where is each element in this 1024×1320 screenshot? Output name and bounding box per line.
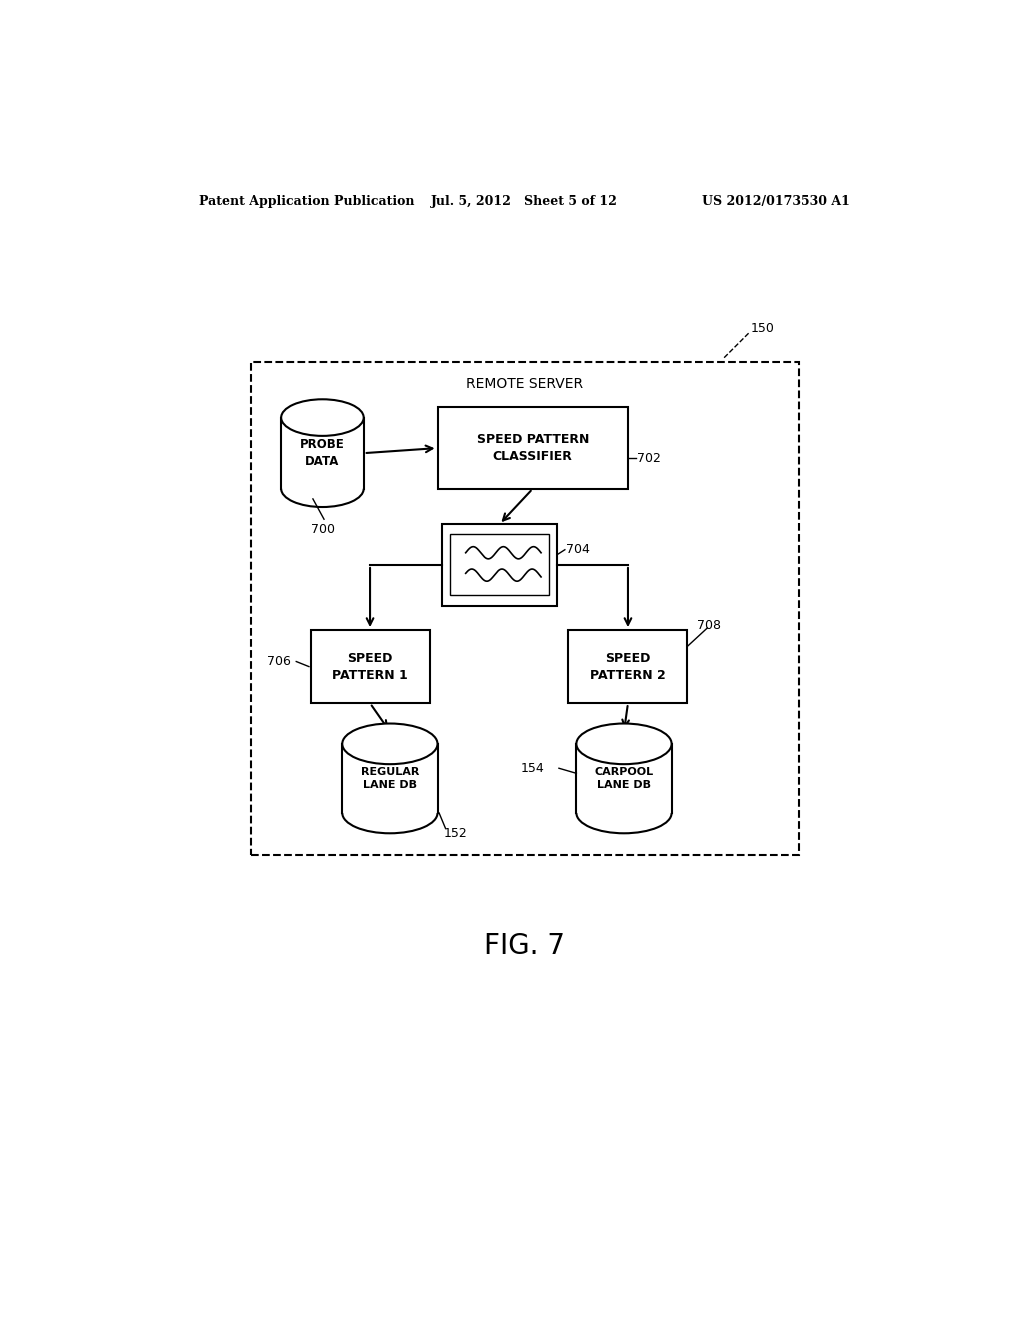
Text: FIG. 7: FIG. 7: [484, 932, 565, 960]
FancyBboxPatch shape: [437, 408, 628, 488]
Text: 708: 708: [697, 619, 721, 632]
Polygon shape: [342, 744, 437, 813]
Ellipse shape: [577, 723, 672, 764]
Text: 702: 702: [638, 451, 662, 465]
Text: SPEED
PATTERN 2: SPEED PATTERN 2: [590, 652, 666, 681]
Text: 700: 700: [310, 523, 335, 536]
Text: SPEED PATTERN
CLASSIFIER: SPEED PATTERN CLASSIFIER: [476, 433, 589, 463]
FancyBboxPatch shape: [442, 524, 557, 606]
Polygon shape: [577, 744, 672, 813]
Text: SPEED
PATTERN 1: SPEED PATTERN 1: [332, 652, 408, 681]
Text: REGULAR
LANE DB: REGULAR LANE DB: [360, 767, 419, 789]
Ellipse shape: [282, 399, 364, 436]
FancyBboxPatch shape: [568, 630, 687, 704]
FancyBboxPatch shape: [450, 535, 549, 595]
Text: REMOTE SERVER: REMOTE SERVER: [466, 378, 584, 391]
Text: Patent Application Publication: Patent Application Publication: [200, 194, 415, 207]
Text: 704: 704: [566, 544, 591, 556]
Text: PROBE
DATA: PROBE DATA: [300, 438, 345, 469]
Polygon shape: [577, 744, 672, 813]
Polygon shape: [282, 417, 364, 488]
Text: US 2012/0173530 A1: US 2012/0173530 A1: [702, 194, 850, 207]
Text: 154: 154: [521, 762, 545, 775]
FancyBboxPatch shape: [310, 630, 430, 704]
Text: CARPOOL
LANE DB: CARPOOL LANE DB: [595, 767, 653, 789]
Polygon shape: [342, 744, 437, 813]
Ellipse shape: [342, 723, 437, 764]
Text: Jul. 5, 2012   Sheet 5 of 12: Jul. 5, 2012 Sheet 5 of 12: [431, 194, 618, 207]
Text: 152: 152: [443, 826, 468, 840]
Text: 706: 706: [267, 655, 291, 668]
Polygon shape: [282, 417, 364, 488]
Text: 150: 150: [751, 322, 775, 335]
